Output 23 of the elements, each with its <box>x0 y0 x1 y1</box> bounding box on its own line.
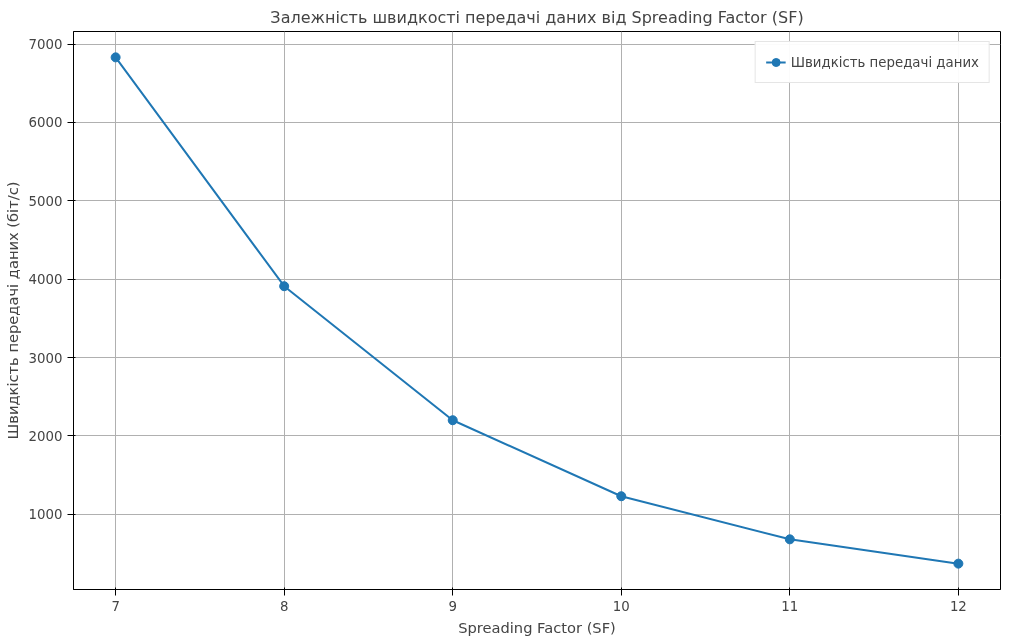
point <box>953 558 964 569</box>
point <box>110 52 121 63</box>
x-tick-label: 9 <box>448 598 457 614</box>
point <box>784 534 795 545</box>
x-tick-label: 7 <box>111 598 120 614</box>
y-tick-label: 4000 <box>28 272 63 288</box>
point <box>616 491 627 502</box>
y-tick-label: 5000 <box>28 193 63 209</box>
chart-title: Залежність швидкості передачі даних від Spreading Factor (SF) <box>270 7 804 27</box>
x-axis-title: Spreading Factor (SF) <box>458 618 616 636</box>
point <box>279 281 290 292</box>
y-tick-label: 3000 <box>28 350 63 366</box>
y-tick-label: 6000 <box>28 115 63 131</box>
x-tick-label: 12 <box>949 598 967 614</box>
x-tick-label: 11 <box>781 598 799 614</box>
y-tick-label: 1000 <box>28 507 63 523</box>
x-tick-label: 8 <box>279 598 289 614</box>
y-tick-label: 7000 <box>28 37 63 53</box>
x-tick-label: 10 <box>612 598 630 614</box>
point <box>447 415 458 426</box>
legend-label: Швидкість передачі даних <box>790 54 979 70</box>
y-axis-title: Швидкість передачі даних (біт/с) <box>3 181 21 440</box>
y-tick-label: 2000 <box>28 428 63 444</box>
